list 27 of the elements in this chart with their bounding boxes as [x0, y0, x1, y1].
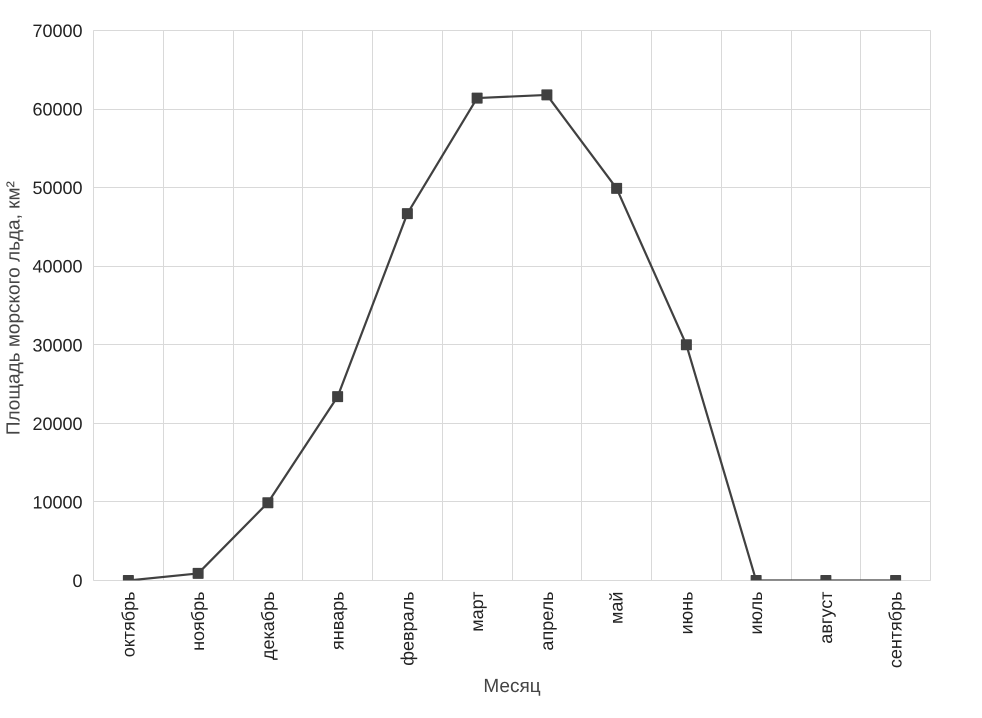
y-axis-title: Площадь морского льда, км²	[3, 181, 24, 436]
point	[611, 182, 622, 194]
point	[541, 89, 552, 100]
y-tick-label: 70000	[32, 21, 83, 41]
y-tick-label: 0	[72, 571, 83, 591]
x-tick-label: июль	[746, 591, 766, 635]
x-tick-label: декабрь	[258, 591, 278, 660]
x-axis-title: Месяц	[483, 676, 541, 698]
x-tick-label: ноябрь	[188, 591, 208, 651]
x-tick-label: январь	[328, 591, 348, 650]
x-tick-label: май	[606, 591, 627, 624]
x-tick-label: август	[816, 591, 836, 644]
x-tick-label: октябрь	[118, 591, 138, 658]
x-tick-label: сентябрь	[886, 592, 906, 668]
y-tick-label: 20000	[32, 414, 83, 434]
point	[402, 208, 413, 220]
point	[680, 339, 692, 350]
y-tick-label: 10000	[32, 492, 83, 512]
x-tick-label: июнь	[676, 592, 696, 634]
x-tick-label: апрель	[536, 592, 557, 651]
x-tick-label: март	[467, 591, 488, 632]
y-tick-label: 30000	[32, 335, 83, 356]
y-tick-label: 60000	[32, 100, 83, 120]
y-tick-label: 50000	[32, 178, 83, 198]
point	[472, 92, 483, 104]
x-tick-label: февраль	[397, 591, 418, 666]
y-tick-label: 40000	[32, 256, 83, 277]
